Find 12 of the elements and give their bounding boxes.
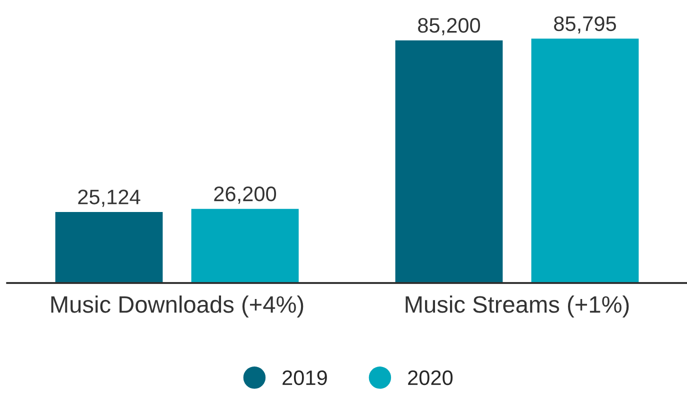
bar <box>530 37 640 283</box>
bar <box>54 210 164 283</box>
bar <box>190 207 300 283</box>
data-label: 85,795 <box>554 16 616 34</box>
x-tick-label: Music Streams (+1%) <box>406 296 629 318</box>
data-label: 26,200 <box>214 186 276 204</box>
data-label: 85,200 <box>418 18 480 36</box>
bar <box>394 38 504 283</box>
x-tick-label: Music Downloads (+4%) <box>51 296 304 318</box>
data-label: 25,124 <box>78 190 140 207</box>
legend-label: 2020 <box>408 370 453 386</box>
legend-label: 2019 <box>282 370 327 386</box>
